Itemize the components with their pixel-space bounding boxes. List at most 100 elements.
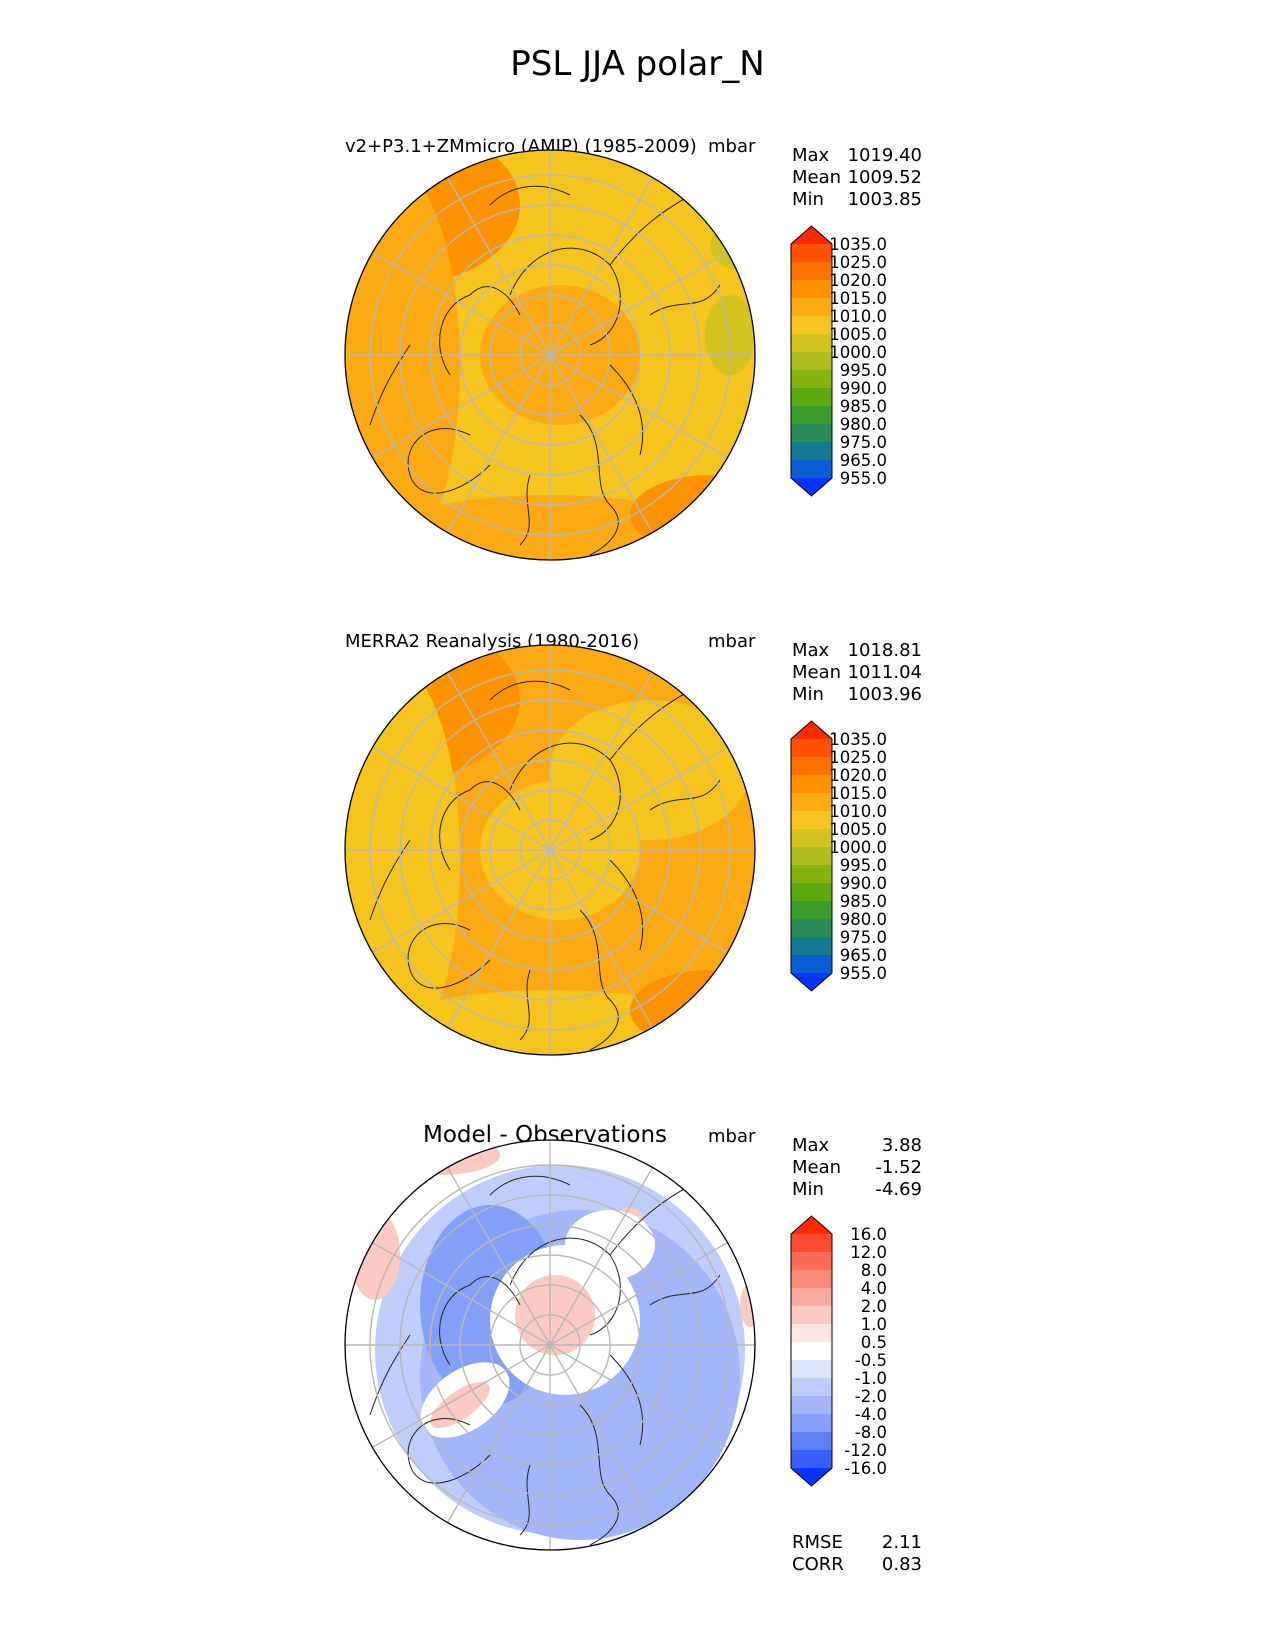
colorbar-segment [791,1414,832,1433]
colorbar-segment [791,1450,832,1469]
meridian-line [549,354,654,533]
colorbar-tick-label: 985.0 [840,397,887,416]
meridian-line [446,849,551,1028]
map-field [345,150,755,560]
colorbar-tick-label: 985.0 [840,892,887,911]
colorbar-tick-label: 975.0 [840,433,887,452]
colorbar-tick-label: 965.0 [840,946,887,965]
stat-label: Max [792,1135,830,1156]
colorbar-tick-label: 1035.0 [829,235,887,254]
meridian-line [549,1241,728,1346]
meridian-line [372,1344,551,1449]
metric-value: 0.83 [881,1554,922,1575]
stat-max: Max 1019.40 [792,145,922,167]
meridian-line [372,251,551,356]
meridian-line [549,672,654,851]
stats-block: Max 3.88 Mean -1.52 Min -4.69 [792,1135,922,1201]
colorbar-tick-label: 980.0 [840,910,887,929]
stat-max: Max 3.88 [792,1135,922,1157]
graticule [345,645,755,1055]
coastline [519,969,531,1041]
field-patch [345,165,460,560]
metrics-block: RMSE 2.11 CORR 0.83 [792,1532,922,1576]
stat-label: Min [792,189,824,210]
metric-value: 2.11 [881,1532,922,1553]
colorbar-segment [791,460,832,479]
meridian-line [549,354,728,459]
colorbar-segment [791,1288,832,1307]
colorbar-tick-label: 1015.0 [829,784,887,803]
map-border [344,149,756,561]
coastline [609,364,644,456]
colorbar-tick-label: -16.0 [844,1459,887,1478]
coastlines [369,184,721,556]
colorbar-segment [791,937,832,956]
stat-label: Max [792,640,830,661]
colorbar-outline [790,1215,833,1487]
colorbar-segment [791,262,832,281]
meridian-line [549,1344,728,1449]
field-patch [740,1283,755,1327]
coastline [439,781,521,871]
colorbar-tick-label: 1015.0 [829,289,887,308]
colorbar-segment [791,280,832,299]
metric-rmse: RMSE 2.11 [792,1532,922,1554]
colorbar-tick-label: 1020.0 [829,766,887,785]
coastline [489,185,571,206]
stats-block: Max 1018.81 Mean 1011.04 Min 1003.96 [792,640,922,706]
colorbar-tick-label: 995.0 [840,856,887,875]
units-label: mbar [708,136,756,157]
map-border [344,1139,756,1551]
colorbar-tick-label: 1005.0 [829,820,887,839]
stat-min: Min 1003.85 [792,189,922,211]
coastline [407,1418,491,1484]
stat-value: 3.88 [881,1135,922,1156]
colorbar-segment [791,1306,832,1325]
colorbar-segment [791,1234,832,1253]
colorbar-segment [791,1270,832,1289]
colorbar-tick-label: 1.0 [861,1315,887,1334]
stat-value: 1019.40 [847,145,922,166]
meridian-line [446,672,551,851]
coastline [649,1274,721,1306]
meridian-line [549,251,728,356]
colorbar-segment [791,775,832,794]
coastline [489,680,571,701]
colorbar-tick-label: 0.5 [861,1333,887,1352]
coastline [579,1404,619,1546]
coastline [579,909,619,1051]
colorbar-tick-label: 995.0 [840,361,887,380]
coastline [579,414,619,556]
stat-label: Min [792,684,824,705]
meridian-line [549,746,728,851]
colorbar-segment [791,244,832,263]
colorbar-extend-bottom [791,478,832,496]
colorbar-segment [791,1342,832,1361]
colorbar-extend-top [791,226,832,244]
coastline [369,839,411,921]
panel-title: v2+P3.1+ZMmicro (AMIP) (1985-2009) [345,136,697,157]
colorbar-tick-label: 2.0 [861,1297,887,1316]
coastline [649,779,721,811]
map-border [344,644,756,1056]
stat-mean: Mean 1011.04 [792,662,922,684]
stat-label: Mean [792,1157,842,1178]
meridian-line [446,354,551,533]
stat-mean: Mean -1.52 [792,1157,922,1179]
meridian-line [549,177,654,356]
units-label: mbar [708,1126,756,1147]
colorbar-segment [791,1324,832,1343]
figure-title: PSL JJA polar_N [510,44,765,84]
colorbar-segment [791,955,832,974]
field-patch [630,475,755,555]
polar-map: 16.012.08.04.02.01.00.5-0.5-1.0-2.0-4.0-… [344,1139,887,1551]
colorbar-outline [790,225,833,497]
coastline [489,1175,571,1196]
stat-label: Mean [792,662,842,683]
colorbar-segment [791,865,832,884]
field-patch [350,1210,400,1300]
meridian-line [446,1344,551,1523]
coastline [439,1276,521,1366]
colorbar: 1035.01025.01020.01015.01010.01005.01000… [790,720,887,992]
colorbar-outline [790,720,833,992]
